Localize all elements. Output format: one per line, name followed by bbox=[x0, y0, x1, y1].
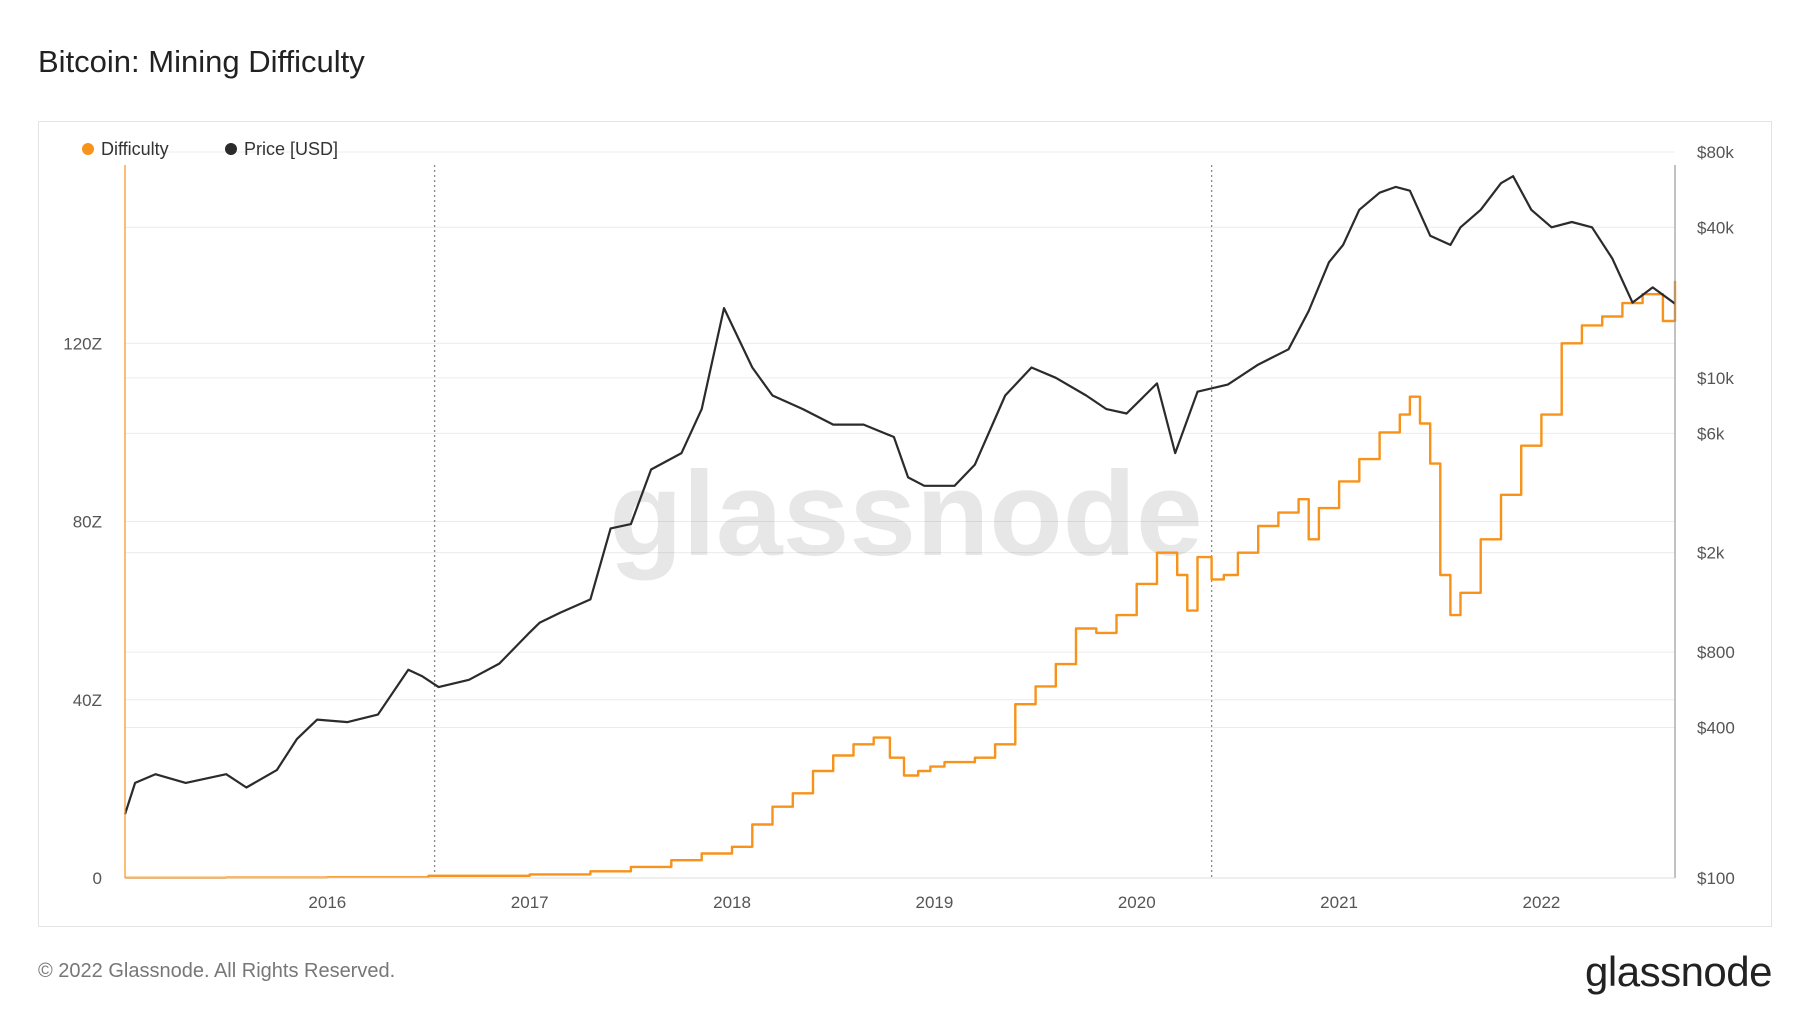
x-tick-label: 2022 bbox=[1523, 893, 1561, 912]
brand-logo: glassnode bbox=[1585, 948, 1772, 995]
x-tick-label: 2020 bbox=[1118, 893, 1156, 912]
watermark-text: glassnode bbox=[609, 447, 1203, 581]
y-left-tick-label: 80Z bbox=[73, 513, 102, 532]
legend-price-dot[interactable] bbox=[225, 143, 237, 155]
x-tick-label: 2016 bbox=[308, 893, 346, 912]
x-tick-label: 2019 bbox=[915, 893, 953, 912]
chart-title: Bitcoin: Mining Difficulty bbox=[38, 44, 365, 79]
x-tick-label: 2017 bbox=[511, 893, 549, 912]
y-right-tick-label: $400 bbox=[1697, 718, 1735, 737]
copyright-footer: © 2022 Glassnode. All Rights Reserved. bbox=[38, 960, 396, 982]
legend-price-label[interactable]: Price [USD] bbox=[244, 139, 338, 159]
axes: 2016 2017 2018 2019 2020 2021 2022 0 40Z 80Z 120Z $… bbox=[63, 143, 1735, 912]
legend[interactable]: Difficulty Price [USD] bbox=[82, 139, 338, 159]
y-right-tick-label: $100 bbox=[1697, 869, 1735, 888]
y-right-tick-label: $6k bbox=[1697, 424, 1725, 443]
x-tick-label: 2018 bbox=[713, 893, 751, 912]
price-line bbox=[123, 175, 1676, 815]
y-left-tick-label: 120Z bbox=[63, 334, 102, 353]
y-right-tick-label: $10k bbox=[1697, 369, 1734, 388]
y-left-tick-label: 40Z bbox=[73, 691, 102, 710]
y-right-tick-label: $2k bbox=[1697, 544, 1725, 563]
y-right-tick-label: $40k bbox=[1697, 218, 1734, 237]
halving-markers bbox=[433, 165, 1213, 878]
y-right-tick-label: $800 bbox=[1697, 643, 1735, 662]
legend-difficulty-dot[interactable] bbox=[82, 143, 94, 155]
y-left-tick-label: 0 bbox=[93, 869, 102, 888]
legend-difficulty-label[interactable]: Difficulty bbox=[101, 139, 169, 159]
chart-frame bbox=[38, 121, 1772, 927]
y-right-tick-label: $80k bbox=[1697, 143, 1734, 162]
series-lines bbox=[123, 175, 1677, 879]
difficulty-line bbox=[125, 280, 1677, 879]
x-tick-label: 2021 bbox=[1320, 893, 1358, 912]
